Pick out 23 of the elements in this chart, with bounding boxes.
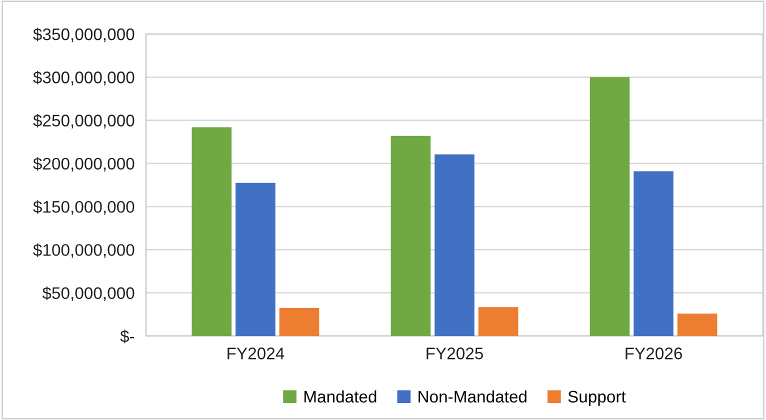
x-tick-label: FY2025 bbox=[426, 348, 483, 360]
bar bbox=[478, 307, 518, 336]
legend-label: Support bbox=[568, 390, 626, 406]
x-tick-label: FY2024 bbox=[228, 348, 284, 360]
bar bbox=[192, 127, 232, 336]
y-tick-label: $250,000,000 bbox=[33, 114, 134, 128]
bar bbox=[434, 154, 474, 336]
y-tick-label: $- bbox=[120, 330, 134, 344]
legend-label: Non-Mandated bbox=[418, 390, 526, 403]
y-tick-label: $200,000,000 bbox=[33, 157, 134, 172]
bar bbox=[390, 136, 431, 336]
bar bbox=[236, 182, 276, 336]
bar bbox=[634, 171, 674, 336]
y-tick-label: $300,000,000 bbox=[33, 70, 134, 86]
y-tick-label: $100,000,000 bbox=[33, 243, 134, 258]
x-tick-label: FY2026 bbox=[626, 348, 682, 360]
bar bbox=[279, 308, 320, 336]
bar bbox=[590, 77, 630, 336]
legend-label: Mandated bbox=[304, 390, 376, 403]
y-tick-label: $150,000,000 bbox=[33, 200, 134, 215]
bar bbox=[677, 314, 718, 336]
y-tick-label: $350,000,000 bbox=[33, 28, 134, 42]
y-tick-label: $50,000,000 bbox=[42, 286, 134, 302]
